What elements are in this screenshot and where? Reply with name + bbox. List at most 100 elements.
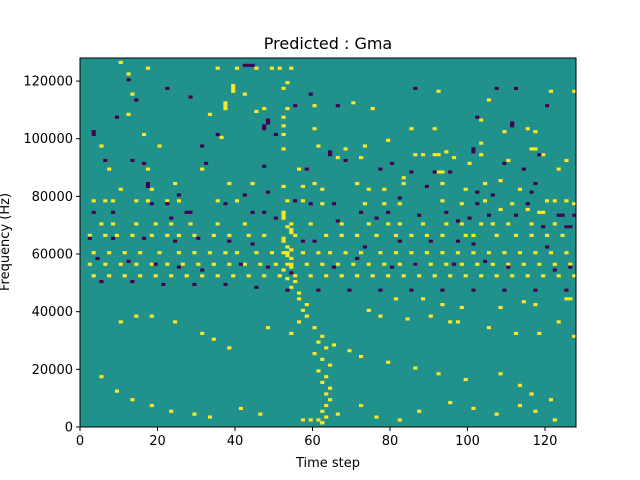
heatmap-cell-high — [324, 403, 329, 408]
heatmap-cell-high — [320, 202, 325, 206]
heatmap-cell-high — [145, 167, 151, 171]
heatmap-cell-low — [266, 190, 271, 194]
heatmap-cell-high — [304, 262, 309, 266]
heatmap-cell-low — [471, 288, 476, 292]
y-tick-label: 80000 — [32, 190, 73, 205]
heatmap-cell-high — [281, 115, 286, 119]
heatmap-cell-high — [281, 86, 286, 90]
heatmap-cell-high — [428, 314, 433, 318]
heatmap-cell-low — [374, 216, 379, 220]
heatmap-cell-low — [510, 121, 515, 125]
heatmap-cell-high — [165, 233, 170, 237]
y-tick-label: 0 — [65, 421, 73, 436]
heatmap-cell-low — [471, 150, 476, 154]
heatmap-cell-low — [533, 288, 538, 292]
heatmap-cell-high — [130, 233, 135, 237]
heatmap-cells — [87, 60, 577, 425]
heatmap-cell-high — [459, 202, 464, 206]
y-axis: 0 20000 40000 60000 80000 100000 120000 — [23, 75, 80, 436]
heatmap-cell-low — [444, 210, 449, 214]
heatmap-cell-high — [393, 251, 399, 255]
heatmap-cell-high — [517, 403, 523, 408]
heatmap-cell-high — [401, 176, 406, 180]
heatmap-cell-high — [529, 222, 534, 226]
heatmap-cell-high — [169, 222, 174, 226]
heatmap-cell-high — [87, 262, 92, 266]
heatmap-cell-high — [103, 262, 108, 266]
heatmap-cell-high — [285, 251, 290, 255]
heatmap-cell-high — [281, 239, 286, 243]
heatmap-cell-high — [463, 187, 468, 191]
heatmap-cell-high — [114, 233, 120, 237]
heatmap-cell-high — [118, 187, 123, 191]
heatmap-cell-high — [386, 274, 391, 278]
heatmap-cell-high — [324, 375, 329, 379]
heatmap-cell-high — [517, 187, 523, 191]
heatmap-cell-high — [397, 262, 402, 266]
heatmap-cell-high — [479, 153, 484, 157]
heatmap-cell-high — [285, 81, 290, 85]
heatmap-cell-high — [498, 179, 503, 183]
y-tick-label: 20000 — [32, 363, 73, 378]
heatmap-cell-low — [242, 63, 247, 67]
heatmap-cell-high — [176, 233, 182, 237]
heatmap-cell-high — [502, 251, 507, 255]
heatmap-background — [80, 58, 576, 427]
heatmap-cell-low — [312, 239, 317, 243]
heatmap-cell-high — [552, 418, 557, 422]
heatmap-cell-high — [207, 415, 213, 419]
heatmap-cell-high — [235, 251, 240, 255]
heatmap-cell-low — [161, 282, 166, 286]
heatmap-cell-high — [262, 274, 267, 278]
heatmap-cell-high — [281, 132, 286, 137]
heatmap-cell-high — [564, 158, 569, 163]
heatmap-cell-high — [231, 86, 236, 90]
heatmap-cell-low — [165, 202, 170, 206]
heatmap-cell-high — [533, 251, 538, 255]
heatmap-cell-high — [448, 320, 453, 324]
heatmap-cell-high — [494, 274, 499, 278]
heatmap-cell-high — [374, 233, 379, 237]
heatmap-cell-high — [312, 326, 317, 330]
heatmap-cell-high — [118, 320, 123, 324]
heatmap-cell-low — [285, 288, 290, 292]
heatmap-cell-high — [455, 320, 461, 324]
heatmap-cell-high — [339, 222, 344, 226]
heatmap-cell-high — [359, 403, 364, 408]
heatmap-cell-high — [409, 127, 414, 131]
heatmap-cell-high — [448, 401, 453, 405]
heatmap-cell-high — [355, 274, 360, 278]
heatmap-cell-low — [475, 115, 480, 119]
heatmap-cell-low — [568, 265, 573, 269]
heatmap-cell-high — [207, 251, 213, 255]
x-tick-label: 20 — [149, 434, 166, 449]
heatmap-cell-low — [390, 265, 395, 269]
heatmap-cell-high — [169, 409, 174, 413]
heatmap-cell-high — [289, 331, 294, 335]
y-tick-label: 120000 — [23, 75, 73, 90]
heatmap-cell-high — [517, 251, 523, 255]
heatmap-cell-high — [176, 251, 182, 255]
heatmap-cell-low — [564, 288, 569, 292]
heatmap-cell-high — [498, 372, 503, 376]
heatmap-cell-high — [370, 274, 375, 278]
heatmap-cell-high — [556, 167, 561, 171]
heatmap-cell-high — [382, 202, 387, 206]
heatmap-cell-low — [378, 167, 383, 171]
heatmap-cell-high — [328, 398, 333, 402]
heatmap-cell-high — [285, 225, 290, 229]
heatmap-cell-high — [452, 156, 457, 160]
heatmap-cell-high — [424, 233, 430, 237]
heatmap-cell-high — [328, 251, 333, 255]
heatmap-cell-high — [320, 262, 325, 266]
heatmap-cell-low — [289, 271, 294, 275]
heatmap-cell-low — [184, 210, 189, 214]
heatmap-cell-low — [413, 262, 418, 266]
heatmap-cell-high — [506, 222, 511, 226]
heatmap-cell-high — [490, 262, 495, 266]
heatmap-cell-high — [366, 222, 371, 226]
heatmap-cell-high — [157, 144, 162, 148]
heatmap-cell-high — [432, 127, 437, 131]
heatmap-cell-high — [223, 107, 228, 111]
heatmap-cell-high — [231, 274, 236, 278]
